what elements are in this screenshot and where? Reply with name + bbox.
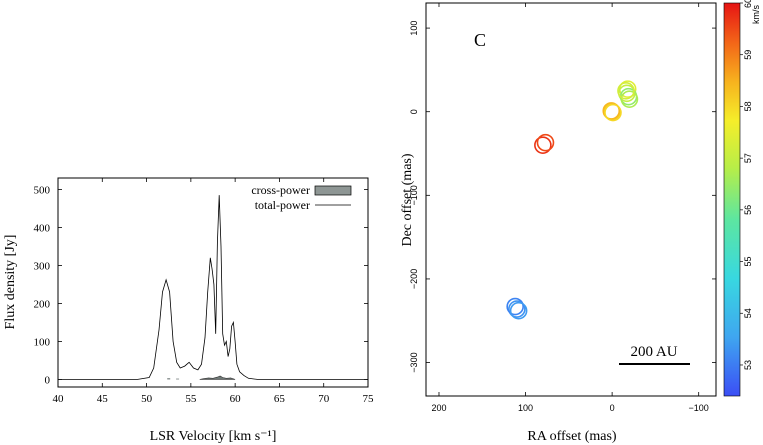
- map-x-axis-label: RA offset (mas): [527, 429, 617, 444]
- map-panel-label: C: [474, 30, 486, 50]
- maser-spot: [620, 90, 639, 108]
- spectrum-y-axis-label: Flux density [Jy]: [3, 235, 18, 330]
- spectrum-y-ticks: 0 100 200 300 400 500: [34, 184, 368, 386]
- x-tick-label: 0: [610, 403, 615, 413]
- colorbar-tick-label: 60: [743, 0, 753, 8]
- colorbar-tick-label: 56: [743, 205, 753, 215]
- spectrum-x-ticks: 40 45 50 55 60 65 70 75: [53, 178, 375, 405]
- colorbar-ticks: 53 54 55 56 57 58 59 60: [740, 0, 753, 370]
- x-tick-label: 55: [185, 393, 197, 405]
- y-tick-label: 0: [409, 109, 419, 114]
- colorbar-tick-label: 57: [743, 153, 753, 163]
- map-y-ticks: 100 0 −100 −200 −300: [409, 21, 716, 373]
- colorbar-tick-label: 53: [743, 360, 753, 370]
- x-tick-label: 50: [141, 393, 153, 405]
- maser-spot: [508, 300, 526, 318]
- maser-spot: [506, 297, 524, 316]
- maser-spot: [509, 301, 528, 320]
- x-tick-label: 60: [230, 393, 242, 405]
- spectrum-x-axis-label: LSR Velocity [km s⁻¹]: [150, 429, 277, 444]
- maser-spot: [536, 133, 555, 152]
- position-map: C 200 100 0 −100 100 0 −100 −200 −300 200 AU RA…: [400, 2, 717, 444]
- x-tick-label: 200: [431, 403, 446, 413]
- scale-bar-label: 200 AU: [630, 344, 677, 360]
- spectrum-legend: cross-power total-power: [251, 183, 352, 212]
- maser-spot: [534, 136, 552, 154]
- x-tick-label: 75: [363, 393, 375, 405]
- cross-power-mark: [167, 378, 171, 380]
- maser-spots: [506, 80, 639, 320]
- y-tick-label: −300: [409, 352, 419, 372]
- maser-spot: [602, 102, 621, 120]
- series-line-total-power: [58, 195, 368, 380]
- spectrum-plot-frame: [57, 177, 369, 388]
- map-y-axis-label: Dec offset (mas): [400, 153, 415, 246]
- colorbar-gradient: [723, 2, 741, 397]
- series-area-cross-power: [199, 375, 236, 380]
- y-tick-label: −100: [409, 185, 419, 205]
- spectrum-chart: 40 45 50 55 60 65 70 75 0 100 200 300 400 500 LSR Ve…: [3, 177, 375, 444]
- map-x-ticks: 200 100 0 −100: [431, 3, 709, 413]
- legend-label-total-power: total-power: [255, 198, 310, 212]
- legend-swatch-cross-power: [314, 185, 352, 196]
- map-plot-frame: [425, 2, 717, 397]
- y-tick-label: −200: [409, 269, 419, 289]
- y-tick-label: 200: [34, 298, 51, 310]
- colorbar-tick-label: 54: [743, 308, 753, 318]
- legend-label-cross-power: cross-power: [251, 183, 310, 197]
- spectrum-series: [58, 195, 368, 380]
- x-tick-label: −100: [689, 403, 709, 413]
- colorbar-unit-label: km/s: [751, 5, 761, 24]
- x-tick-label: 65: [274, 393, 286, 405]
- x-tick-label: 100: [518, 403, 533, 413]
- y-tick-label: 0: [45, 374, 51, 386]
- y-tick-label: 100: [34, 336, 51, 348]
- velocity-colorbar: 53 54 55 56 57 58 59 60 km/s: [723, 0, 761, 397]
- colorbar-tick-label: 58: [743, 101, 753, 111]
- x-tick-label: 40: [53, 393, 65, 405]
- cross-power-mark: [176, 378, 180, 380]
- x-tick-label: 45: [97, 393, 109, 405]
- colorbar-tick-label: 55: [743, 257, 753, 267]
- maser-spot: [604, 103, 622, 122]
- y-tick-label: 500: [34, 184, 51, 196]
- y-tick-label: 400: [34, 222, 51, 234]
- maser-spot: [617, 81, 635, 100]
- x-tick-label: 70: [318, 393, 330, 405]
- colorbar-tick-label: 59: [743, 50, 753, 60]
- y-tick-label: 100: [409, 21, 419, 36]
- scale-bar: 200 AU: [619, 344, 690, 365]
- y-tick-label: 300: [34, 260, 51, 272]
